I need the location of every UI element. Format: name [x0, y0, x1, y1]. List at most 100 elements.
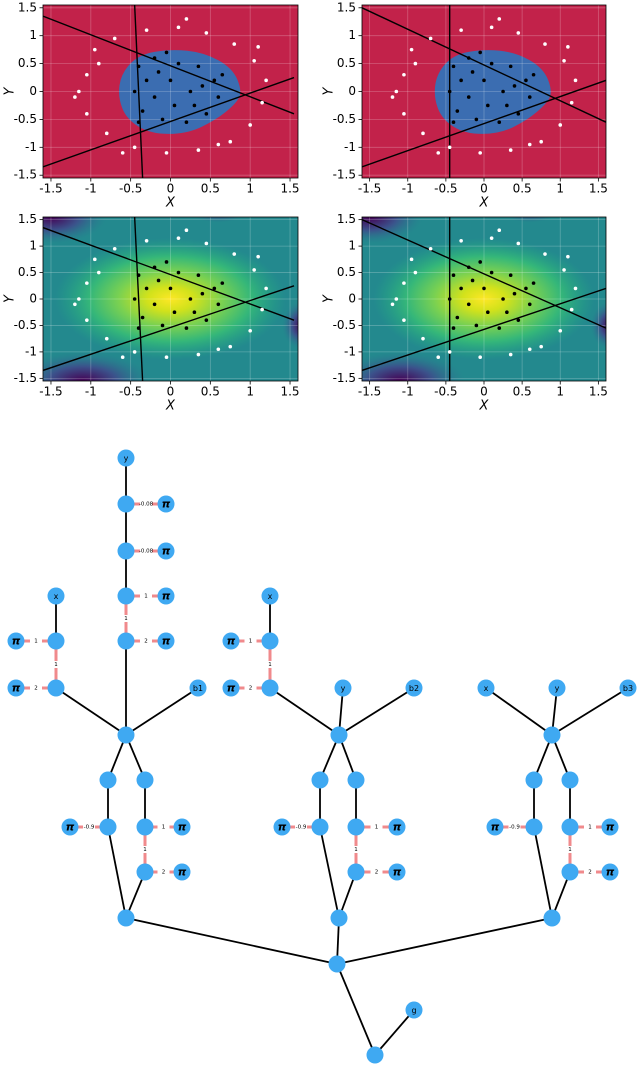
- point: [260, 100, 264, 105]
- x-tick-label: -0.5: [119, 385, 142, 399]
- edge-label-bg: [140, 592, 152, 600]
- point: [428, 36, 433, 41]
- density-low: [43, 351, 151, 381]
- point: [390, 95, 395, 99]
- x-tick-label: -1.5: [39, 182, 62, 196]
- point: [172, 103, 177, 108]
- scatter-panel: -1.5 -1 -0.5 0 0.5 1 1.5 -1.5 -1 -0.5 0 0.5 1 1.5 X Y: [322, 212, 608, 413]
- point: [531, 281, 536, 285]
- node: [222, 679, 240, 697]
- node: [47, 587, 65, 605]
- plot-area: [362, 5, 606, 178]
- point: [156, 70, 161, 74]
- y-tick-label: -1.5: [14, 371, 37, 385]
- edge-label-bg: [244, 637, 257, 645]
- x-tick-label: 1.5: [589, 385, 608, 399]
- boundary-line: [133, 5, 144, 178]
- point: [508, 352, 513, 357]
- point: [447, 350, 452, 354]
- node: [173, 863, 191, 881]
- point: [188, 297, 193, 301]
- point: [164, 50, 169, 55]
- point: [527, 302, 532, 307]
- edge-label-bg: [30, 637, 42, 645]
- y-tick-label: 1.5: [18, 212, 37, 226]
- point: [73, 95, 77, 99]
- region-inner: [119, 50, 241, 134]
- x-tick-label: -1.5: [358, 385, 381, 399]
- point: [216, 347, 221, 352]
- edge-label-bg: [584, 868, 596, 876]
- point: [204, 31, 209, 35]
- boundary-line: [43, 15, 295, 115]
- node-label: π: [162, 635, 171, 648]
- node-label: g: [411, 1006, 416, 1015]
- point: [489, 61, 494, 66]
- y-tick-label: 0: [348, 84, 356, 98]
- node: [311, 771, 329, 789]
- node-label: π: [491, 821, 500, 834]
- x-axis-label: X: [165, 196, 176, 211]
- point: [85, 112, 89, 116]
- node: [157, 542, 175, 560]
- x-tick-label: 1: [246, 385, 254, 399]
- point: [132, 297, 137, 301]
- node-label: y: [124, 454, 129, 463]
- node-label: π: [162, 545, 171, 558]
- point: [489, 236, 494, 240]
- edge: [533, 826, 553, 919]
- density-low: [362, 351, 465, 381]
- edge-label: -0.08: [139, 549, 154, 555]
- node: [99, 818, 117, 836]
- node-label: b3: [623, 684, 633, 693]
- point: [543, 252, 547, 256]
- node: [136, 818, 154, 836]
- edge-label: 2: [588, 870, 592, 876]
- node-label: π: [278, 821, 287, 834]
- point: [248, 123, 252, 127]
- point: [184, 228, 189, 233]
- node-label: b1: [193, 684, 203, 693]
- point: [176, 61, 181, 66]
- point: [252, 268, 256, 272]
- density-low: [505, 217, 555, 223]
- point: [136, 326, 141, 330]
- scatter-panel: -1.5 -1 -0.5 0 0.5 1 1.5 -1.5 -1 -0.5 0 0.5 1 1.5 X Y: [3, 0, 300, 210]
- point: [160, 117, 165, 122]
- node: [61, 818, 79, 836]
- edge-label: 1: [354, 847, 358, 853]
- x-axis-label: X: [479, 196, 490, 211]
- edge-label-bg: [30, 684, 42, 692]
- edge-label: 2: [144, 639, 148, 645]
- node: [117, 726, 135, 744]
- node: [561, 818, 579, 836]
- point: [216, 302, 221, 307]
- point: [501, 89, 505, 94]
- edge-label-bg: [140, 500, 152, 508]
- x-tick-label: -1: [85, 385, 97, 399]
- point: [228, 344, 233, 349]
- point: [200, 84, 205, 88]
- edge-label: 2: [162, 870, 166, 876]
- point: [394, 297, 399, 301]
- point: [527, 347, 532, 352]
- node: [330, 726, 348, 744]
- point: [394, 89, 399, 94]
- y-tick-label: -1.5: [333, 168, 356, 182]
- point: [447, 297, 452, 301]
- point: [562, 59, 566, 63]
- point: [85, 281, 89, 285]
- point: [459, 286, 463, 291]
- node: [136, 771, 154, 789]
- point: [402, 72, 406, 77]
- point: [96, 61, 101, 66]
- point: [566, 254, 570, 259]
- edge: [125, 917, 338, 965]
- point: [252, 59, 256, 63]
- y-tick-label: 1.5: [337, 212, 356, 226]
- point: [92, 257, 97, 262]
- x-tick-label: 0: [167, 385, 175, 399]
- point: [136, 64, 141, 69]
- point: [160, 323, 165, 328]
- point: [421, 336, 425, 341]
